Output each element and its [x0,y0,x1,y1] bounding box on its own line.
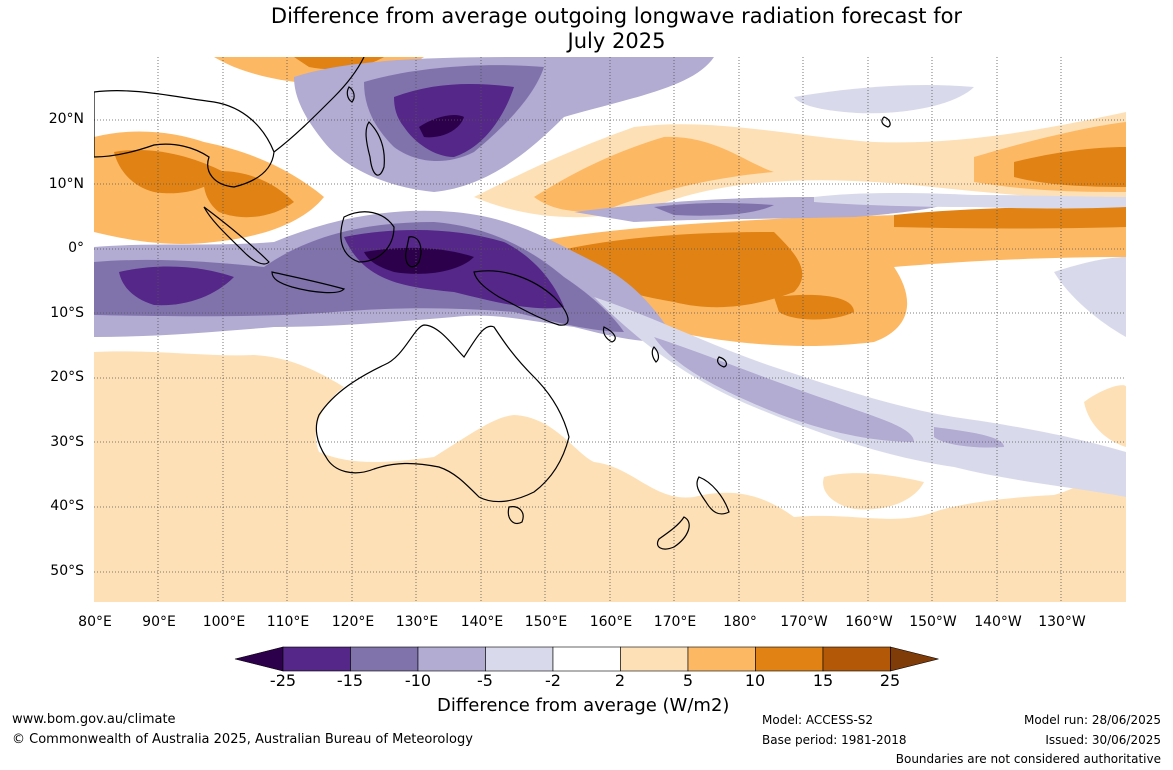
model-text: Model: ACCESS-S2 [762,713,874,727]
colorbar-tick: -10 [404,671,432,690]
lat-label: 10°S [50,305,84,321]
taiwan-coastline [346,86,355,103]
anomaly-region [119,266,234,306]
base-period-text: Base period: 1981-2018 [762,733,907,747]
australia-coastline [315,324,570,503]
colorbar-tick: -15 [336,671,364,690]
colorbar-tick: -25 [269,671,297,690]
colorbar-swatch [234,646,284,672]
lat-label: 10°N [48,176,84,192]
colorbar-swatch [282,646,351,672]
anomaly-region [534,136,774,212]
java-coastline [271,271,346,294]
lon-label: 180° [723,614,757,630]
anomaly-region [654,202,774,216]
colorbar-swatch [822,646,891,672]
borneo-coastline [340,211,395,263]
lon-label: 80°E [78,614,112,630]
model-run-text: Model run: 28/06/2025 [1023,713,1161,727]
island-coastline [602,326,616,343]
colorbar-tick: 25 [879,671,901,690]
colorbar-tick: -2 [545,671,561,690]
title-line-2: July 2025 [567,29,666,53]
new-guinea-coastline [473,270,569,326]
lon-label: 130°E [395,614,439,630]
colorbar-swatch [687,646,756,672]
anomaly-region [823,473,924,510]
anomaly-region [814,192,1126,209]
lon-label: 120°E [331,614,375,630]
new-zealand-coastline [696,476,730,515]
asia-coastline [273,57,365,153]
lon-label: 110°E [266,614,310,630]
sulawesi-coastline [405,236,422,268]
anomaly-region [203,171,294,218]
colorbar-swatch [552,646,621,672]
lat-label: 20°N [48,111,84,127]
anomaly-region [1014,147,1126,187]
colorbar-tick: 10 [744,671,766,690]
sumatra-coastline [203,206,270,265]
lon-label: 100°E [202,614,246,630]
olr-anomaly-map [94,57,1126,602]
anomaly-region [654,337,914,442]
map-title: Difference from average outgoing longwav… [0,4,1173,54]
colorbar-swatch [890,646,939,672]
anomaly-region [894,205,1126,229]
anomaly-region [94,351,1126,602]
lon-label: 140°E [460,614,504,630]
copyright-text: © Commonwealth of Australia 2025, Austra… [12,732,473,747]
new-zealand-coastline [656,516,690,550]
lon-label: 160°W [845,614,893,630]
island-coastline [717,356,728,368]
lon-label: 150°E [524,614,568,630]
anomaly-region [1054,257,1126,337]
anomaly-region [1084,385,1126,447]
grid-lines [94,57,1126,602]
anomaly-region [419,115,464,138]
island-coastline [651,346,660,363]
lon-label: 140°W [974,614,1022,630]
lon-label: 170°W [780,614,828,630]
lon-label: 170°E [653,614,697,630]
lat-label: 0° [68,240,84,256]
lat-label: 40°S [50,498,84,514]
colorbar-swatch [485,646,554,672]
website-link[interactable]: www.bom.gov.au/climate [12,712,176,727]
lat-label: 30°S [50,434,84,450]
colorbar-swatch [755,646,824,672]
colorbar-tick: -5 [477,671,493,690]
disclaimer-text: Boundaries are not considered authoritat… [895,752,1161,766]
colorbar-swatch [350,646,419,672]
colorbar-tick: 15 [812,671,834,690]
colorbar-tick: 5 [682,671,694,690]
anomaly-region [294,57,384,70]
colorbar-tick: 2 [614,671,626,690]
colorbar-swatch [417,646,486,672]
title-line-1: Difference from average outgoing longwav… [270,4,963,28]
colorbar-swatch [620,646,689,672]
anomaly-region [934,427,1004,448]
coastlines [94,57,891,550]
map-canvas [94,57,1126,602]
philippines-coastline [365,121,385,176]
lon-label: 90°E [142,614,176,630]
asia-coastline [94,90,275,188]
lon-label: 150°W [909,614,957,630]
hawaii-coastline [881,116,891,128]
anomaly-region [114,149,224,194]
lon-label: 160°E [589,614,633,630]
tasmania-coastline [507,506,524,525]
colorbar [234,646,939,672]
issued-text: Issued: 30/06/2025 [1045,733,1161,747]
colorbar-label: Difference from average (W/m2) [437,695,730,716]
lat-label: 20°S [50,369,84,385]
lat-label: 50°S [50,563,84,579]
lon-label: 130°W [1038,614,1086,630]
anomaly-region [794,85,974,114]
